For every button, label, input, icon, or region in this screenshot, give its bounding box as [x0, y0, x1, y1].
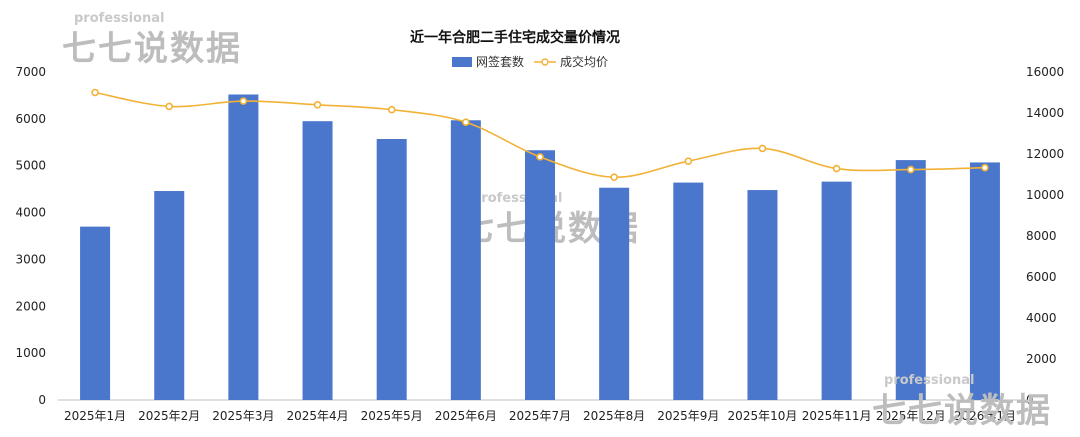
x-tick-label: 2025年6月	[435, 409, 497, 423]
watermark-overlay: professional 七七说数据	[872, 373, 1052, 431]
y-right-tick-label: 0	[1026, 393, 1034, 407]
bar-10	[747, 190, 778, 400]
watermark-top-left: professional 七七说数据	[62, 11, 242, 69]
y-left-tick-label: 4000	[15, 206, 46, 220]
y-right-tick-label: 6000	[1026, 270, 1057, 284]
y-right-tick-label: 16000	[1026, 65, 1064, 79]
x-tick-label: 2025年7月	[509, 409, 571, 423]
bar-13	[969, 162, 1000, 400]
line-point-10	[758, 144, 767, 153]
line-point-13	[981, 163, 989, 172]
bar-4	[302, 121, 333, 400]
watermark-small-text: professional	[74, 11, 164, 26]
line-point-1	[91, 88, 99, 97]
line-point-4	[313, 101, 322, 109]
y-left-tick-label: 3000	[15, 252, 46, 266]
line-point-12	[906, 165, 915, 174]
y-right-tick-label: 14000	[1026, 106, 1064, 120]
y-left-tick-label: 2000	[15, 299, 46, 313]
line-point-2	[165, 102, 174, 111]
watermark-big-text: 七七说数据	[62, 29, 242, 69]
y-right-tick-label: 2000	[1026, 352, 1057, 366]
legend: 网签套数 成交均价	[452, 54, 608, 69]
line-point-9	[684, 157, 693, 165]
bar-7	[525, 150, 555, 400]
bar-8	[599, 187, 630, 400]
x-tick-label: 2025年8月	[583, 409, 645, 423]
line-point-5	[387, 105, 396, 114]
watermark-small-text: professional	[884, 373, 974, 388]
x-tick-label: 2025年9月	[657, 409, 719, 423]
bar-series	[80, 94, 1000, 401]
y-right-tick-label: 8000	[1026, 229, 1057, 243]
legend-bar-swatch	[452, 57, 472, 67]
y-left-tick-label: 6000	[15, 112, 46, 126]
x-tick-label: 2025年3月	[212, 409, 274, 423]
legend-bar-label: 网签套数	[476, 54, 524, 69]
bar-3	[228, 94, 259, 401]
line-point-11	[832, 164, 841, 173]
legend-line-marker	[541, 58, 549, 66]
bar-6	[450, 120, 481, 401]
y-left-tick-label: 7000	[15, 65, 46, 79]
bar-2	[154, 191, 185, 400]
x-tick-label: 2025年2月	[138, 409, 200, 423]
y-axis-left: 0 1000 2000 3000 4000 5000 6000 7000	[15, 65, 46, 407]
line-point-3	[239, 97, 248, 105]
watermark-big-text: 七七说数据	[872, 391, 1052, 431]
x-tick-label: 2025年5月	[361, 409, 423, 423]
line-point-8	[610, 173, 618, 181]
watermark-bottom-right: professional 七七说数据	[872, 373, 1052, 431]
y-right-tick-label: 10000	[1026, 188, 1064, 202]
x-tick-label: 2025年11月	[802, 409, 872, 423]
x-tick-label: 2025年10月	[728, 409, 798, 423]
y-right-tick-label: 4000	[1026, 311, 1057, 325]
x-tick-label: 2025年1月	[64, 409, 126, 423]
y-left-tick-label: 0	[38, 393, 46, 407]
chart-title: 近一年合肥二手住宅成交量价情况	[410, 29, 620, 46]
bar-9	[673, 182, 704, 400]
bar-11	[821, 181, 852, 400]
bar-1	[80, 226, 111, 400]
x-axis-ticks: 2025年1月 2025年2月 2025年3月 2025年4月 2025年5月 2025年…	[64, 409, 1016, 423]
y-left-tick-label: 5000	[15, 159, 46, 173]
legend-line-label: 成交均价	[560, 54, 608, 69]
x-tick-label: 2025年12月	[876, 409, 946, 423]
x-tick-label: 2025年4月	[286, 409, 348, 423]
y-axis-right: 0 2000 4000 6000 8000 10000 12000 14000 16000	[1026, 65, 1064, 407]
bar-5	[376, 139, 407, 400]
y-left-tick-label: 1000	[15, 346, 46, 360]
line-point-7	[536, 153, 544, 161]
line-series	[91, 88, 989, 181]
bar-12	[895, 160, 926, 400]
x-tick-label: 2026年1月	[954, 409, 1016, 423]
line-point-6	[462, 118, 470, 127]
y-right-tick-label: 12000	[1026, 147, 1064, 161]
